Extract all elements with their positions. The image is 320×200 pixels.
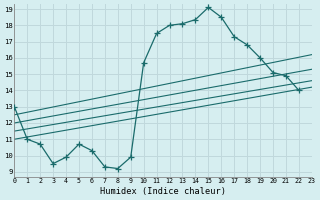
X-axis label: Humidex (Indice chaleur): Humidex (Indice chaleur): [100, 187, 226, 196]
